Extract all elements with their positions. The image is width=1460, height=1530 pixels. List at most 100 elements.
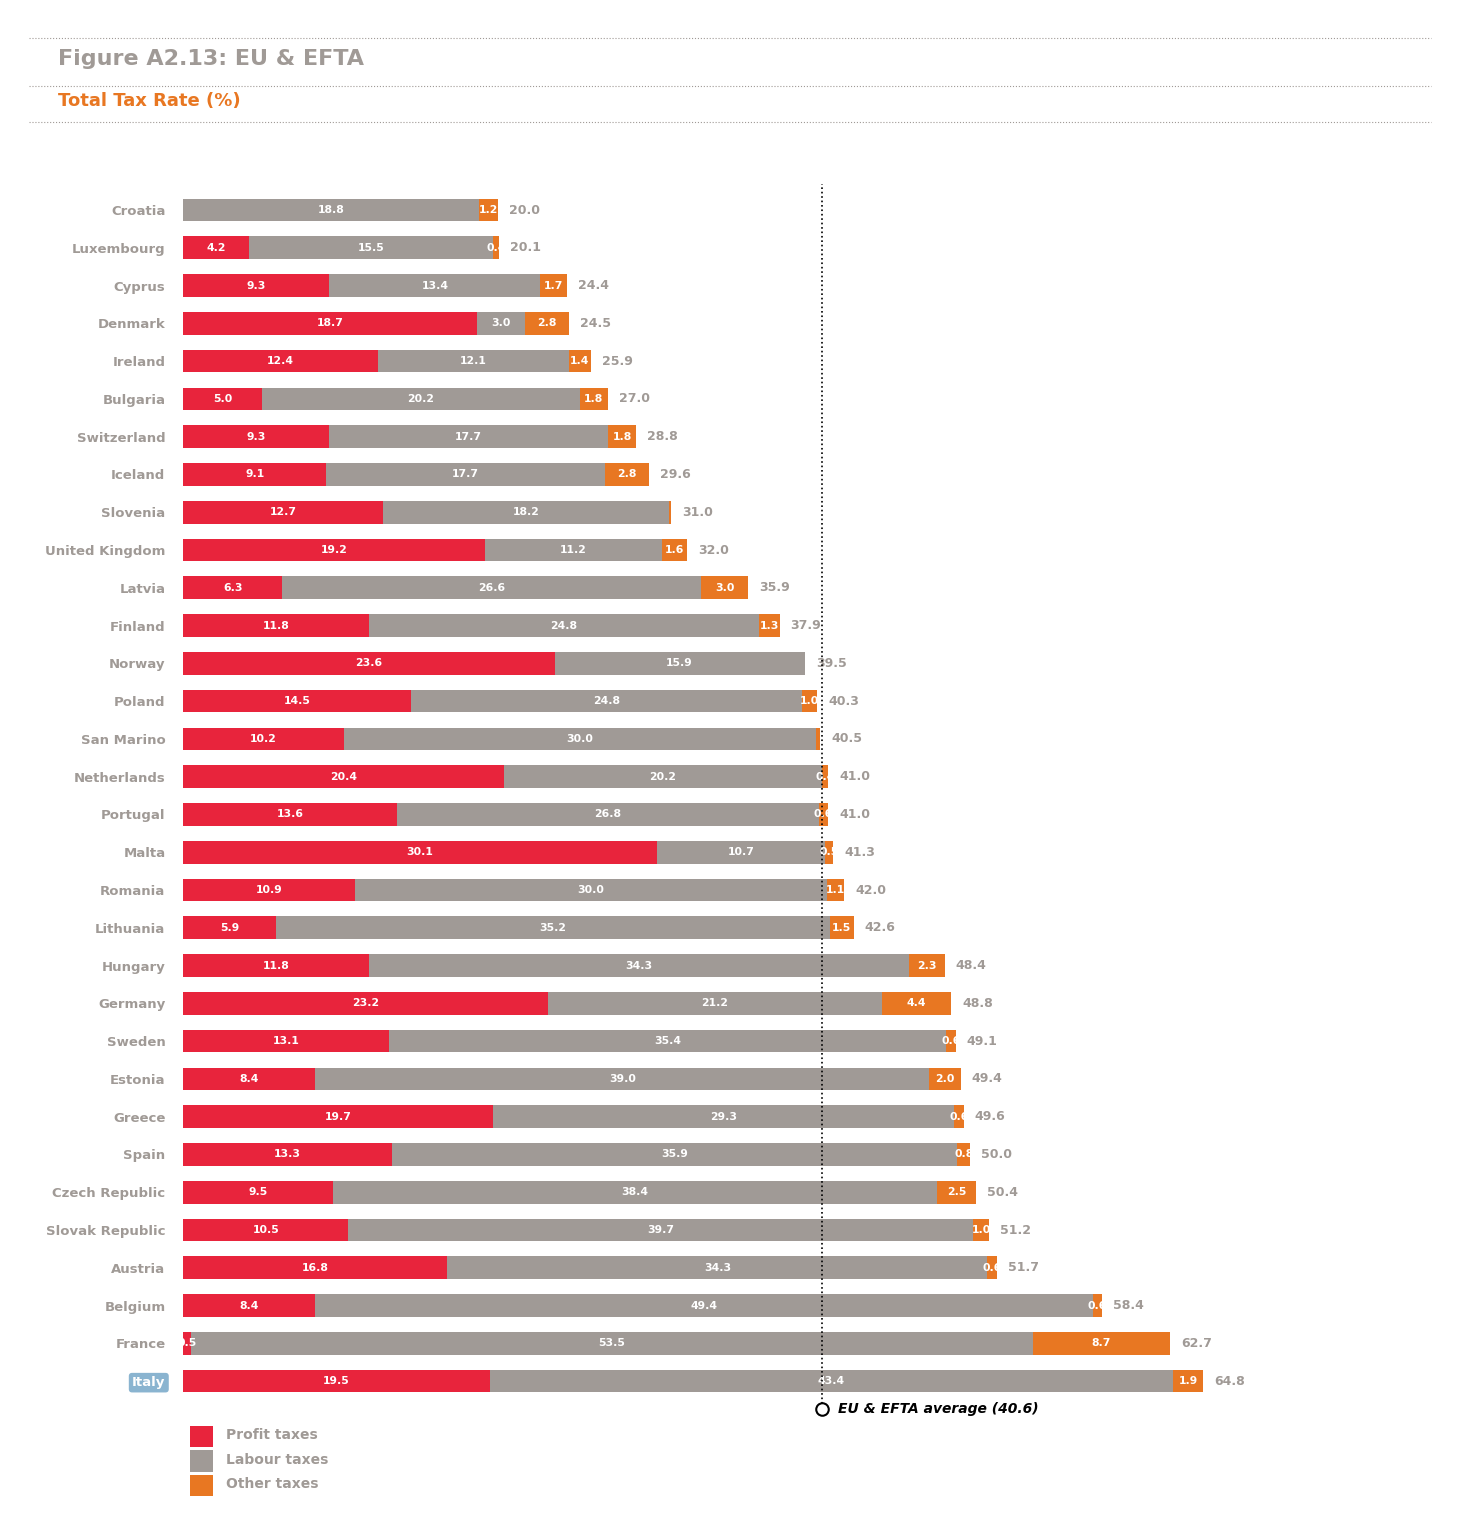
Text: 17.7: 17.7	[453, 470, 479, 479]
Text: 51.7: 51.7	[1007, 1261, 1040, 1274]
Text: 32.0: 32.0	[698, 543, 729, 557]
Text: 39.5: 39.5	[816, 656, 847, 670]
Text: 10.9: 10.9	[255, 884, 282, 895]
Bar	[330, 274, 540, 297]
Text: 18.2: 18.2	[512, 508, 540, 517]
Text: 1.1: 1.1	[826, 884, 845, 895]
Bar	[759, 614, 780, 636]
Bar	[569, 350, 591, 372]
Text: 18.7: 18.7	[317, 318, 343, 329]
Text: 2.5: 2.5	[948, 1187, 967, 1198]
Text: 8.4: 8.4	[239, 1300, 258, 1311]
Text: 10.7: 10.7	[727, 848, 755, 857]
Bar	[182, 690, 412, 713]
Text: 8.7: 8.7	[1092, 1339, 1111, 1348]
Text: 30.1: 30.1	[406, 848, 434, 857]
Text: 4.2: 4.2	[206, 243, 226, 252]
Bar	[182, 464, 326, 487]
Text: 43.4: 43.4	[818, 1375, 845, 1386]
Bar	[182, 842, 657, 863]
Text: 0.6: 0.6	[1088, 1300, 1107, 1311]
Text: 58.4: 58.4	[1113, 1299, 1145, 1313]
Text: 29.6: 29.6	[660, 468, 691, 480]
Text: 30.0: 30.0	[566, 734, 593, 744]
Bar	[701, 577, 748, 600]
Text: 50.0: 50.0	[981, 1148, 1012, 1161]
Bar	[315, 1294, 1092, 1317]
Text: 12.1: 12.1	[460, 356, 486, 366]
Text: 10.5: 10.5	[253, 1226, 279, 1235]
Bar	[447, 1256, 987, 1279]
Bar	[182, 577, 282, 600]
Bar	[412, 690, 802, 713]
Text: 19.2: 19.2	[321, 545, 347, 555]
Bar	[479, 199, 498, 222]
Text: 17.7: 17.7	[456, 431, 482, 442]
Text: 13.6: 13.6	[276, 809, 304, 820]
Text: 0.5: 0.5	[177, 1339, 197, 1348]
Bar	[343, 728, 816, 750]
Text: 11.2: 11.2	[561, 545, 587, 555]
Text: 1.8: 1.8	[584, 393, 603, 404]
Text: 1.4: 1.4	[569, 356, 590, 366]
Bar	[282, 577, 701, 600]
Text: 3.0: 3.0	[715, 583, 734, 592]
Bar	[1034, 1333, 1169, 1354]
Bar	[182, 614, 369, 636]
Text: 64.8: 64.8	[1213, 1374, 1245, 1388]
Bar	[661, 539, 686, 562]
Text: 0.5: 0.5	[819, 848, 839, 857]
Bar	[504, 765, 822, 788]
Bar	[333, 1181, 937, 1204]
Bar	[822, 765, 828, 788]
Text: 9.1: 9.1	[245, 470, 264, 479]
Bar	[182, 765, 504, 788]
Bar	[604, 464, 648, 487]
Text: 41.0: 41.0	[839, 808, 870, 822]
Text: 49.1: 49.1	[967, 1034, 997, 1048]
Text: 1.7: 1.7	[545, 280, 564, 291]
Text: 19.5: 19.5	[323, 1375, 350, 1386]
Bar	[819, 803, 828, 826]
Text: 42.6: 42.6	[864, 921, 895, 935]
Text: 1.0: 1.0	[800, 696, 819, 707]
Text: 15.9: 15.9	[666, 658, 693, 669]
Text: 24.8: 24.8	[593, 696, 620, 707]
Bar	[182, 878, 355, 901]
Bar	[485, 539, 661, 562]
Bar	[669, 500, 672, 523]
Text: 53.5: 53.5	[599, 1339, 625, 1348]
Bar	[987, 1256, 997, 1279]
Text: 24.5: 24.5	[580, 317, 610, 330]
Text: 13.4: 13.4	[422, 280, 448, 291]
Bar	[493, 1105, 955, 1128]
Bar	[540, 274, 566, 297]
Text: 1.3: 1.3	[759, 621, 780, 630]
Bar	[393, 1143, 958, 1166]
Bar	[182, 1369, 491, 1392]
Text: 0.6: 0.6	[815, 809, 834, 820]
Bar	[955, 1105, 964, 1128]
Bar	[958, 1143, 969, 1166]
Text: 19.7: 19.7	[324, 1112, 352, 1121]
Bar	[974, 1219, 988, 1241]
Bar	[946, 1030, 956, 1053]
Text: 40.5: 40.5	[832, 733, 863, 745]
Text: 30.0: 30.0	[577, 884, 604, 895]
Text: 25.9: 25.9	[602, 355, 632, 367]
Bar	[383, 500, 669, 523]
Bar	[182, 1030, 390, 1053]
Text: 24.8: 24.8	[550, 621, 578, 630]
Text: 12.4: 12.4	[267, 356, 293, 366]
Bar	[397, 803, 819, 826]
Bar	[825, 842, 834, 863]
Bar	[390, 1030, 946, 1053]
Text: 15.5: 15.5	[358, 243, 384, 252]
Text: 9.5: 9.5	[248, 1187, 267, 1198]
Text: 0.4: 0.4	[816, 771, 835, 782]
Text: 9.3: 9.3	[247, 280, 266, 291]
Bar	[826, 878, 844, 901]
Text: 35.9: 35.9	[759, 581, 790, 594]
Bar	[330, 425, 607, 448]
Text: 16.8: 16.8	[302, 1262, 328, 1273]
